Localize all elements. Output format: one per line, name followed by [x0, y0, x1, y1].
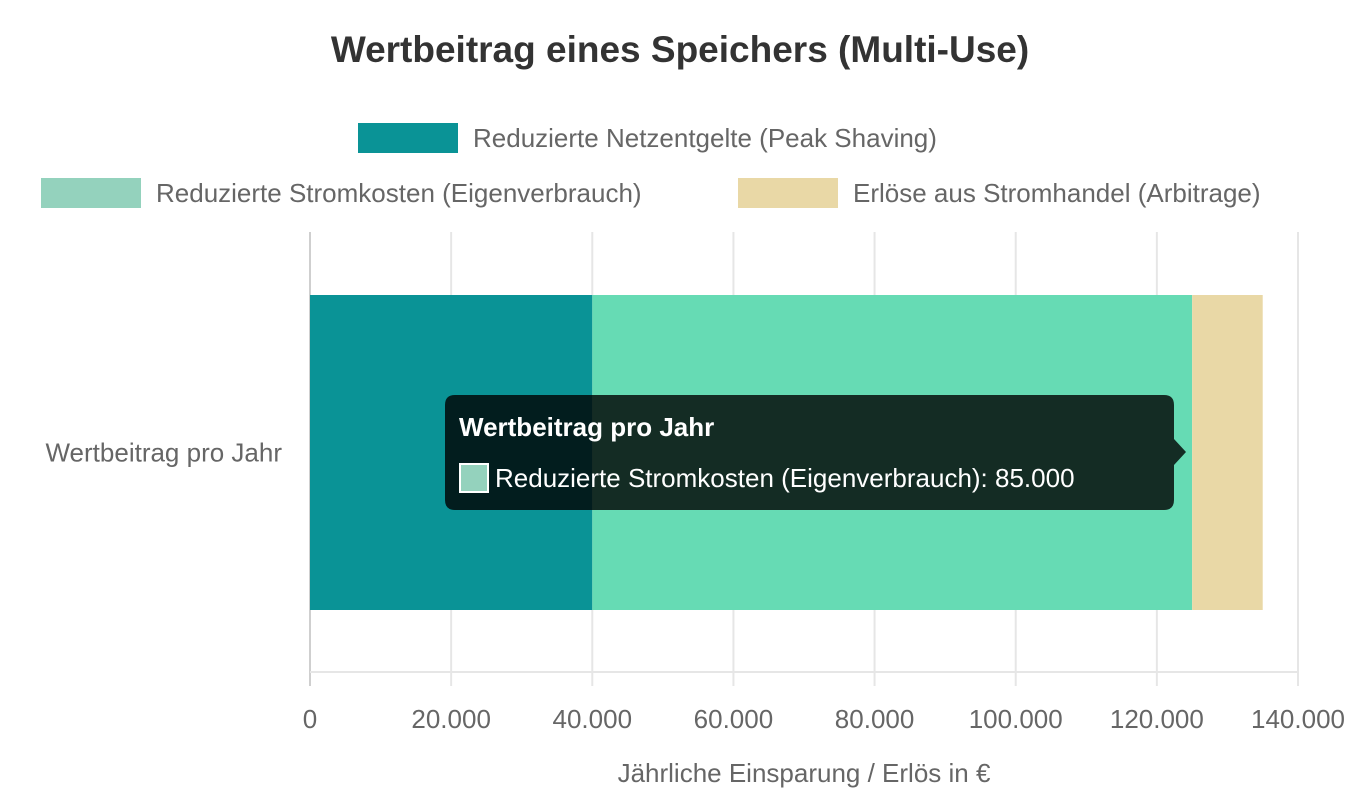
x-tick-label: 60.000	[694, 704, 774, 734]
legend-label[interactable]: Reduzierte Stromkosten (Eigenverbrauch)	[156, 178, 642, 208]
x-tick-label: 40.000	[553, 704, 633, 734]
tooltip-swatch	[459, 463, 489, 493]
legend-swatch[interactable]	[358, 123, 458, 153]
x-tick-label: 120.000	[1110, 704, 1204, 734]
tooltip: Wertbeitrag pro Jahr Reduzierte Stromkost…	[445, 395, 1186, 510]
legend-swatch[interactable]	[738, 178, 838, 208]
legend-label[interactable]: Erlöse aus Stromhandel (Arbitrage)	[853, 178, 1261, 208]
chart-title: Wertbeitrag eines Speichers (Multi-Use)	[331, 29, 1029, 70]
legend-label[interactable]: Reduzierte Netzentgelte (Peak Shaving)	[473, 123, 937, 153]
legend: Reduzierte Netzentgelte (Peak Shaving) Re…	[41, 123, 1261, 208]
x-tick-label: 80.000	[835, 704, 915, 734]
y-tick-label: Wertbeitrag pro Jahr	[45, 438, 282, 468]
tooltip-box	[445, 395, 1186, 510]
bar-segment-3[interactable]	[1192, 295, 1263, 610]
x-axis-title: Jährliche Einsparung / Erlös in €	[618, 758, 991, 788]
tooltip-body: Reduzierte Stromkosten (Eigenverbrauch):…	[495, 463, 1075, 493]
x-tick-label: 140.000	[1251, 704, 1345, 734]
x-tick-label: 0	[303, 704, 317, 734]
axes: 0 20.000 40.000 60.000 80.000 100.000 120.000 1…	[45, 438, 1345, 735]
legend-swatch[interactable]	[41, 178, 141, 208]
x-tick-label: 20.000	[411, 704, 491, 734]
x-tick-label: 100.000	[969, 704, 1063, 734]
tooltip-title: Wertbeitrag pro Jahr	[459, 412, 714, 442]
